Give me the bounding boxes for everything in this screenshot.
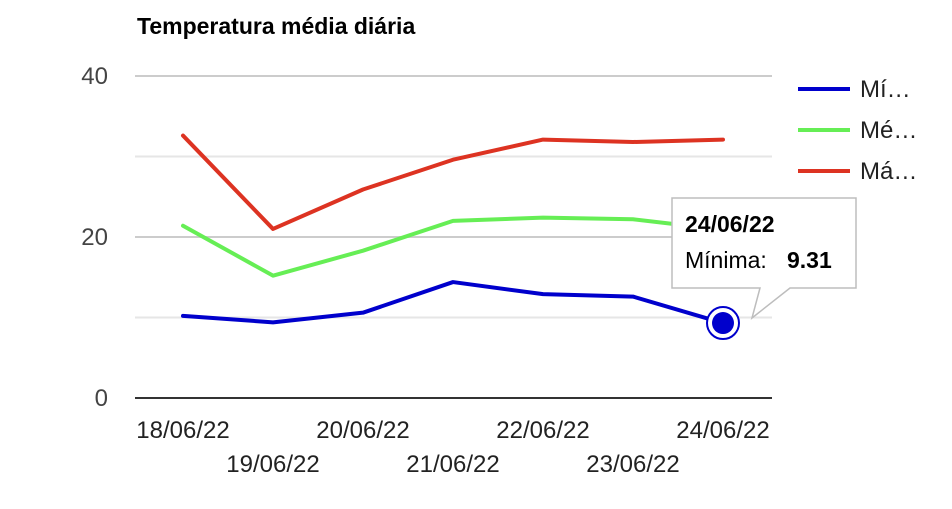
x-axis-ticks: 18/06/22 19/06/22 20/06/22 21/06/22 22/06/22… (136, 417, 769, 478)
series-lines (181, 133, 725, 326)
x-tick-label: 20/06/22 (316, 417, 409, 444)
y-tick-label: 20 (81, 224, 108, 251)
x-tick-label: 21/06/22 (406, 451, 499, 478)
y-axis-ticks: 0 20 40 (81, 63, 108, 412)
tooltip-label: Mínima: (685, 247, 767, 273)
legend-label[interactable]: Mé… (860, 117, 917, 144)
gridlines (135, 75, 772, 399)
x-tick-label: 22/06/22 (496, 417, 589, 444)
x-tick-label: 19/06/22 (226, 451, 319, 478)
x-tick-label: 18/06/22 (136, 417, 229, 444)
x-tick-label: 24/06/22 (676, 417, 769, 444)
legend: Mí… Mé… Má… (798, 76, 917, 185)
series-line-0[interactable] (181, 280, 725, 326)
series-line-1[interactable] (181, 215, 725, 278)
highlight-point[interactable] (712, 312, 734, 335)
tooltip-title: 24/06/22 (685, 211, 775, 237)
y-tick-label: 40 (81, 63, 108, 90)
legend-label[interactable]: Má… (860, 158, 917, 185)
tooltip: 24/06/22 Mínima: 9.31 (671, 197, 857, 341)
tooltip-box (671, 197, 857, 320)
x-tick-label: 23/06/22 (586, 451, 679, 478)
y-tick-label: 0 (95, 385, 108, 412)
legend-label[interactable]: Mí… (860, 76, 911, 103)
series-line-2[interactable] (181, 133, 725, 231)
chart-title: Temperatura média diária (137, 13, 415, 39)
tooltip-value: 9.31 (787, 247, 832, 273)
